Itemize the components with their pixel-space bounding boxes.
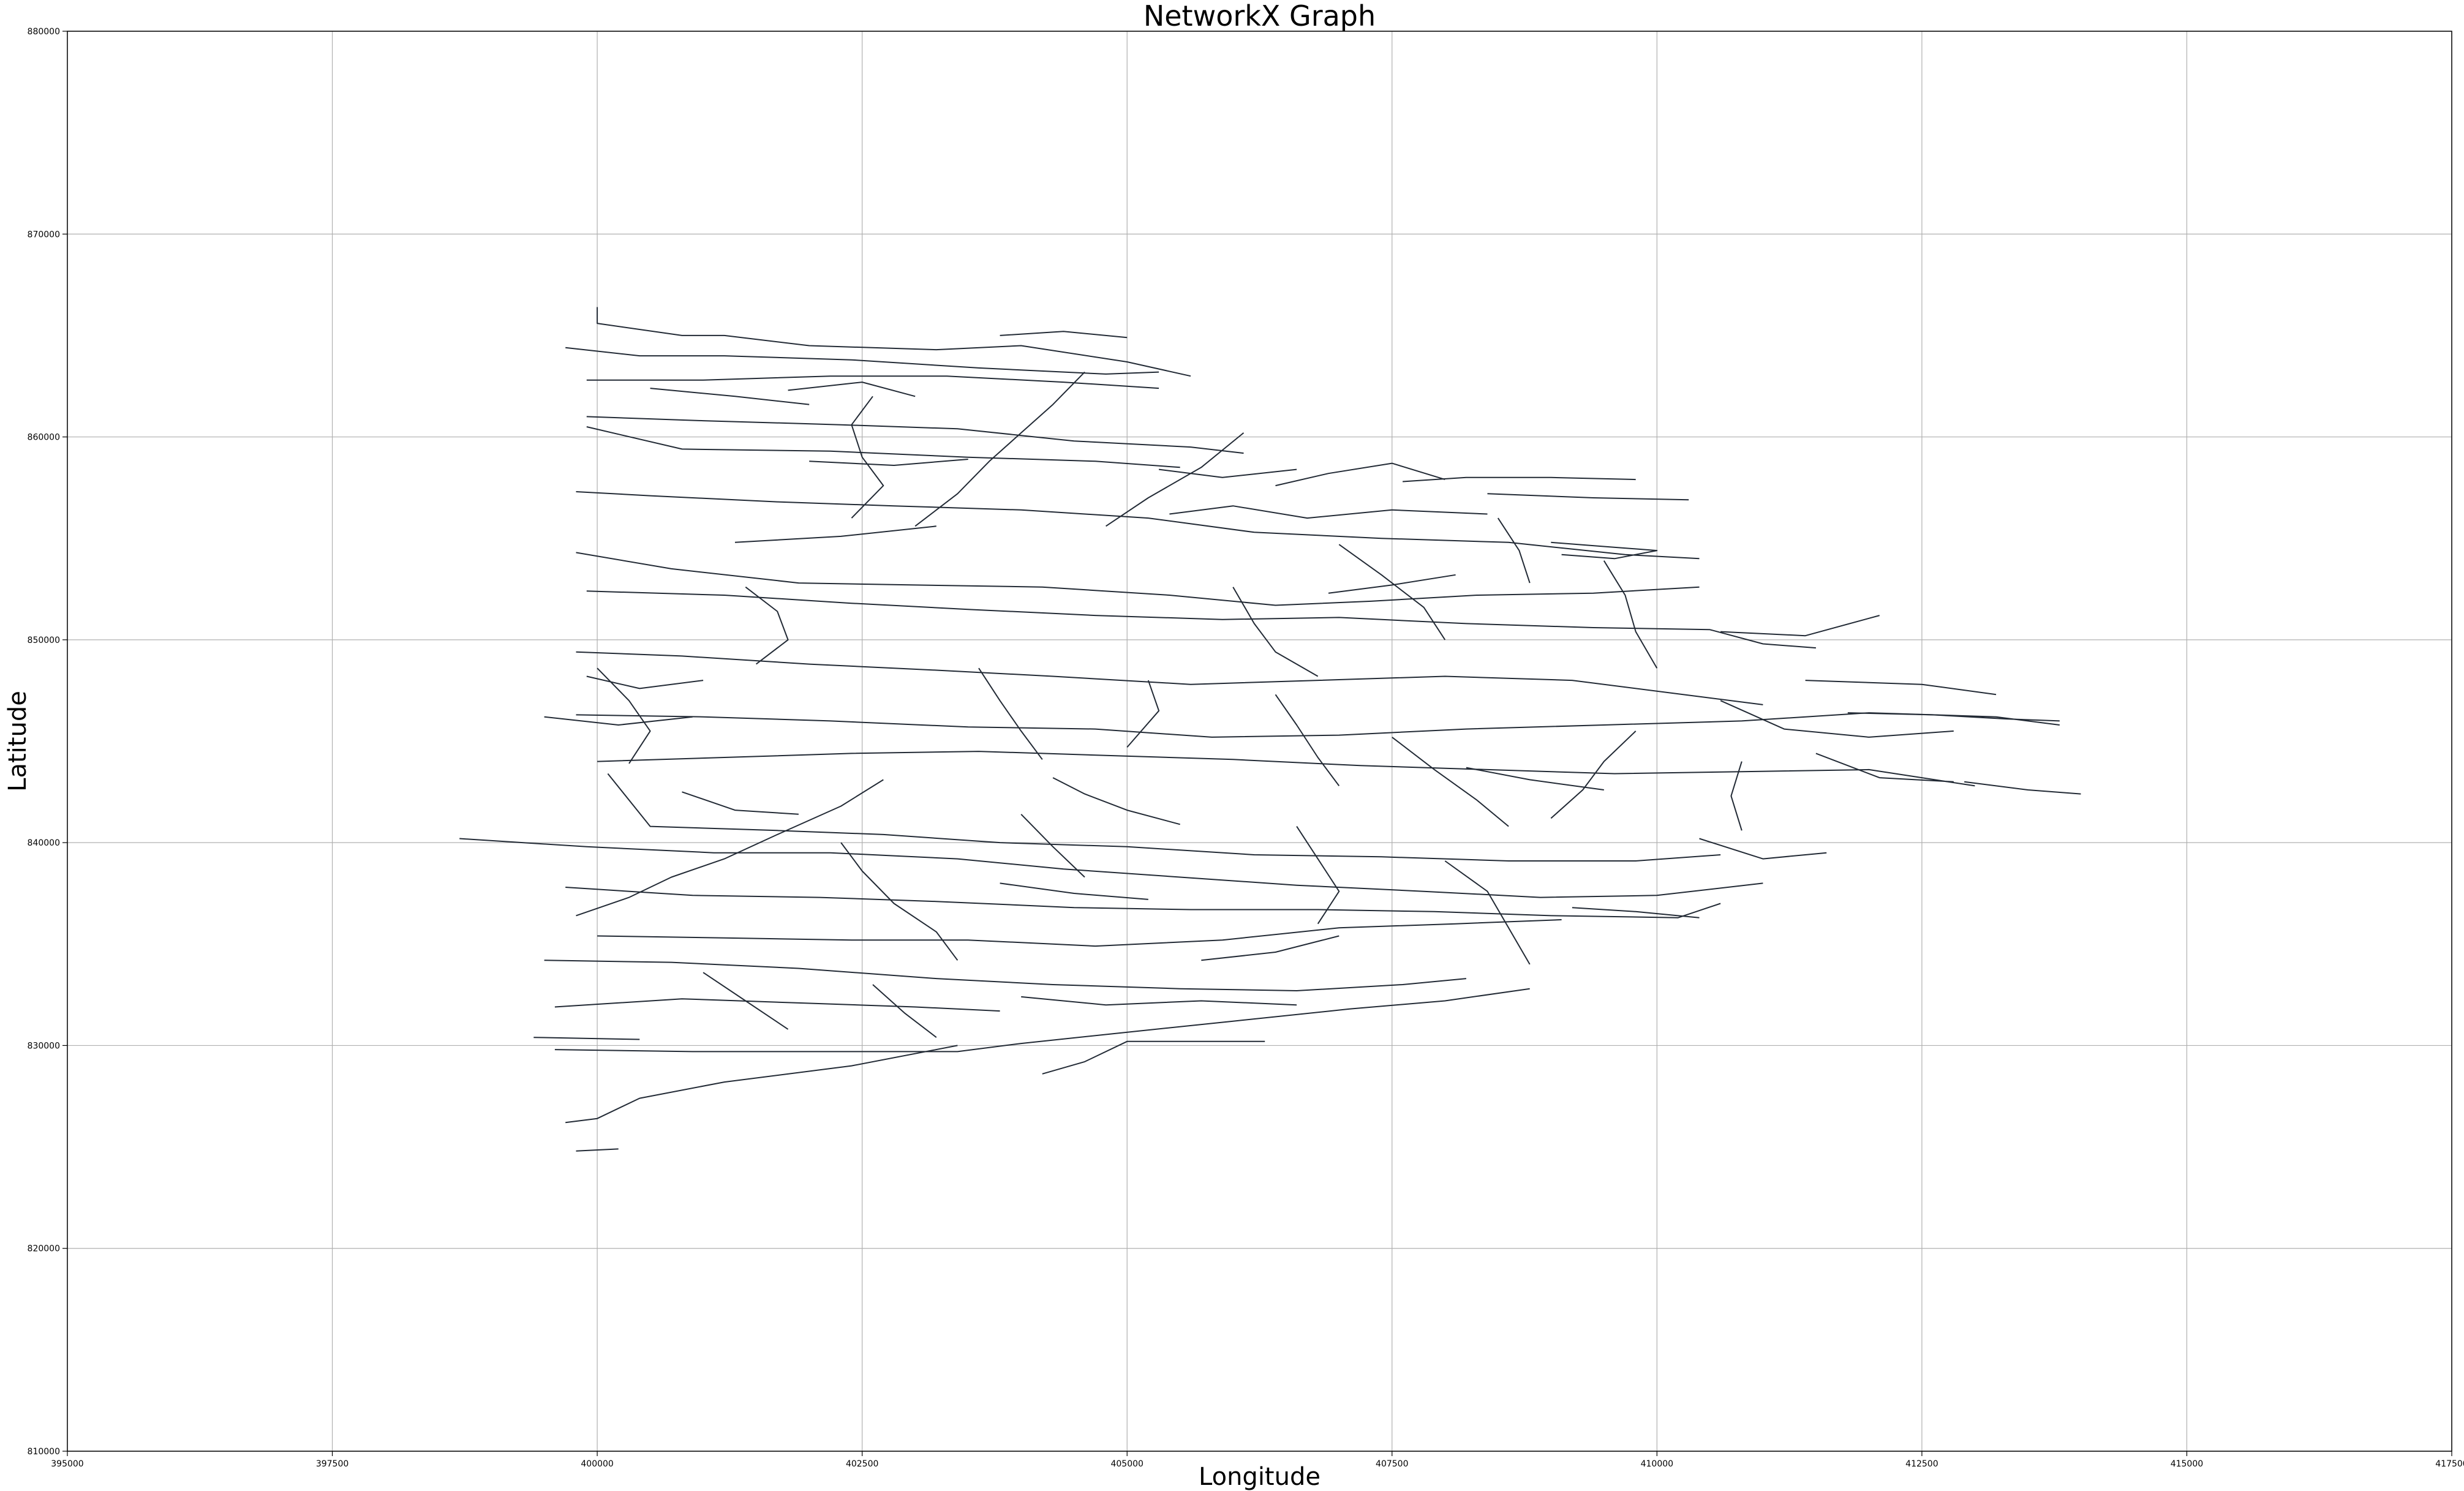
x-axis-title: Longitude [1199,1463,1321,1491]
graph-edge-path [565,1045,958,1124]
graph-edge-path [1466,767,1604,791]
graph-edge-path [1805,680,1997,696]
graph-edge-path [544,960,1466,991]
graph-edge-path [1275,462,1445,487]
graph-edge-path [1052,777,1180,825]
y-axis-title: Latitude [4,691,32,792]
graph-edge-path [597,667,651,764]
graph-edge-path [586,590,1816,649]
graph-edge-path [533,1037,640,1040]
x-tick-label: 400000 [581,1459,613,1469]
x-tick-label: 407500 [1376,1459,1408,1469]
graph-edge-path [1551,541,1658,560]
graph-edge-path [1275,694,1340,786]
graph-edge-path [554,998,1000,1012]
graph-edge-path [586,675,704,689]
graph-edge-path [1021,996,1297,1006]
graph-edge-path [1497,517,1531,584]
graph-edge-path [809,459,968,466]
graph-edge-path [597,751,1975,787]
graph-edge-path [459,838,1763,898]
graph-edge-path [576,491,1700,560]
graph-edge-path [1296,826,1340,925]
graph-edge-path [586,416,1244,454]
graph-edge-path [1042,1040,1265,1075]
graph-edge-path [840,842,959,961]
x-tick-label: 395000 [51,1459,83,1469]
graph-edge-path [703,972,789,1030]
graph-edges [459,307,2081,1152]
graph-edge-path [565,887,1721,918]
graph-edge-path [597,919,1562,947]
graph-edge-path [1487,493,1689,501]
graph-edge-path [1328,574,1456,594]
graph-edge-path [1158,468,1297,478]
graph-edge-path [1338,544,1446,640]
graph-edge-path [1815,753,1954,783]
graph-edge-path [1000,331,1128,339]
graph-edge-path [1720,615,1880,637]
y-tick-label: 850000 [28,636,60,645]
x-tick-label: 410000 [1641,1459,1673,1469]
x-tick-label: 405000 [1110,1459,1143,1469]
graph-edge-path [576,779,884,917]
graph-edge-path [607,773,1721,862]
graph-edge-path [1444,860,1531,965]
y-tick-label: 840000 [28,838,60,848]
graph-edge-path [1232,587,1319,677]
graph-edge-path [1550,730,1637,819]
graph-edge-path [576,1148,619,1152]
graph-edge-path [1106,432,1245,527]
graph-edge-path [1699,838,1827,860]
y-tick-label: 820000 [28,1244,60,1254]
graph-edge-path [1730,761,1743,831]
x-tick-label: 412500 [1905,1459,1938,1469]
y-tick-label: 830000 [28,1041,60,1051]
graph-edge-path [1847,712,2060,722]
graph-edge-path [586,426,1180,468]
graph-edge-path [1201,935,1339,961]
graph-edge-path [597,307,1191,377]
graph-edge-path [586,375,1159,389]
graph-edge-path [1403,476,1636,483]
graph-edge-path [1572,907,1700,918]
plot-frame [67,31,2452,1452]
graph-edge-path [1720,700,1954,738]
graph-edge-path [1603,560,1658,669]
graph-edge-path [1169,505,1488,519]
graph-edge-path [554,988,1530,1053]
chart-title: NetworkX Graph [1143,0,1376,32]
y-tick-label: 860000 [28,433,60,443]
graph-edge-path [1126,680,1160,748]
graph-edge-path [851,396,884,519]
graph-edge-path [1964,781,2081,795]
y-tick-label: 880000 [28,27,60,37]
axis-ticks: 395000 397500 400000 402500 405000 407500 4100… [28,27,2464,1469]
graph-edge-path [1392,737,1509,827]
graph-edge-path [872,984,937,1038]
y-tick-label: 870000 [28,230,60,239]
y-tick-label: 810000 [28,1447,60,1457]
x-tick-label: 402500 [846,1459,878,1469]
graph-edge-path [745,586,789,665]
graph-edge-path [576,552,1700,606]
x-tick-label: 397500 [316,1459,349,1469]
x-tick-label: 415000 [2171,1459,2203,1469]
graph-edge-path [914,371,1085,527]
graph-edge-path [565,347,1159,375]
graph-edge-path [1000,882,1148,900]
graph-edge-path [788,381,916,397]
graph-edge-path [544,716,693,726]
x-tick-label: 417500 [2435,1459,2464,1469]
graph-edge-path [576,651,1763,705]
graph-edge-path [734,525,936,543]
graph-edge-path [650,388,810,405]
graph-edge-path [978,667,1043,760]
graph-edge-path [1020,814,1085,878]
graph-edge-path [682,791,799,815]
